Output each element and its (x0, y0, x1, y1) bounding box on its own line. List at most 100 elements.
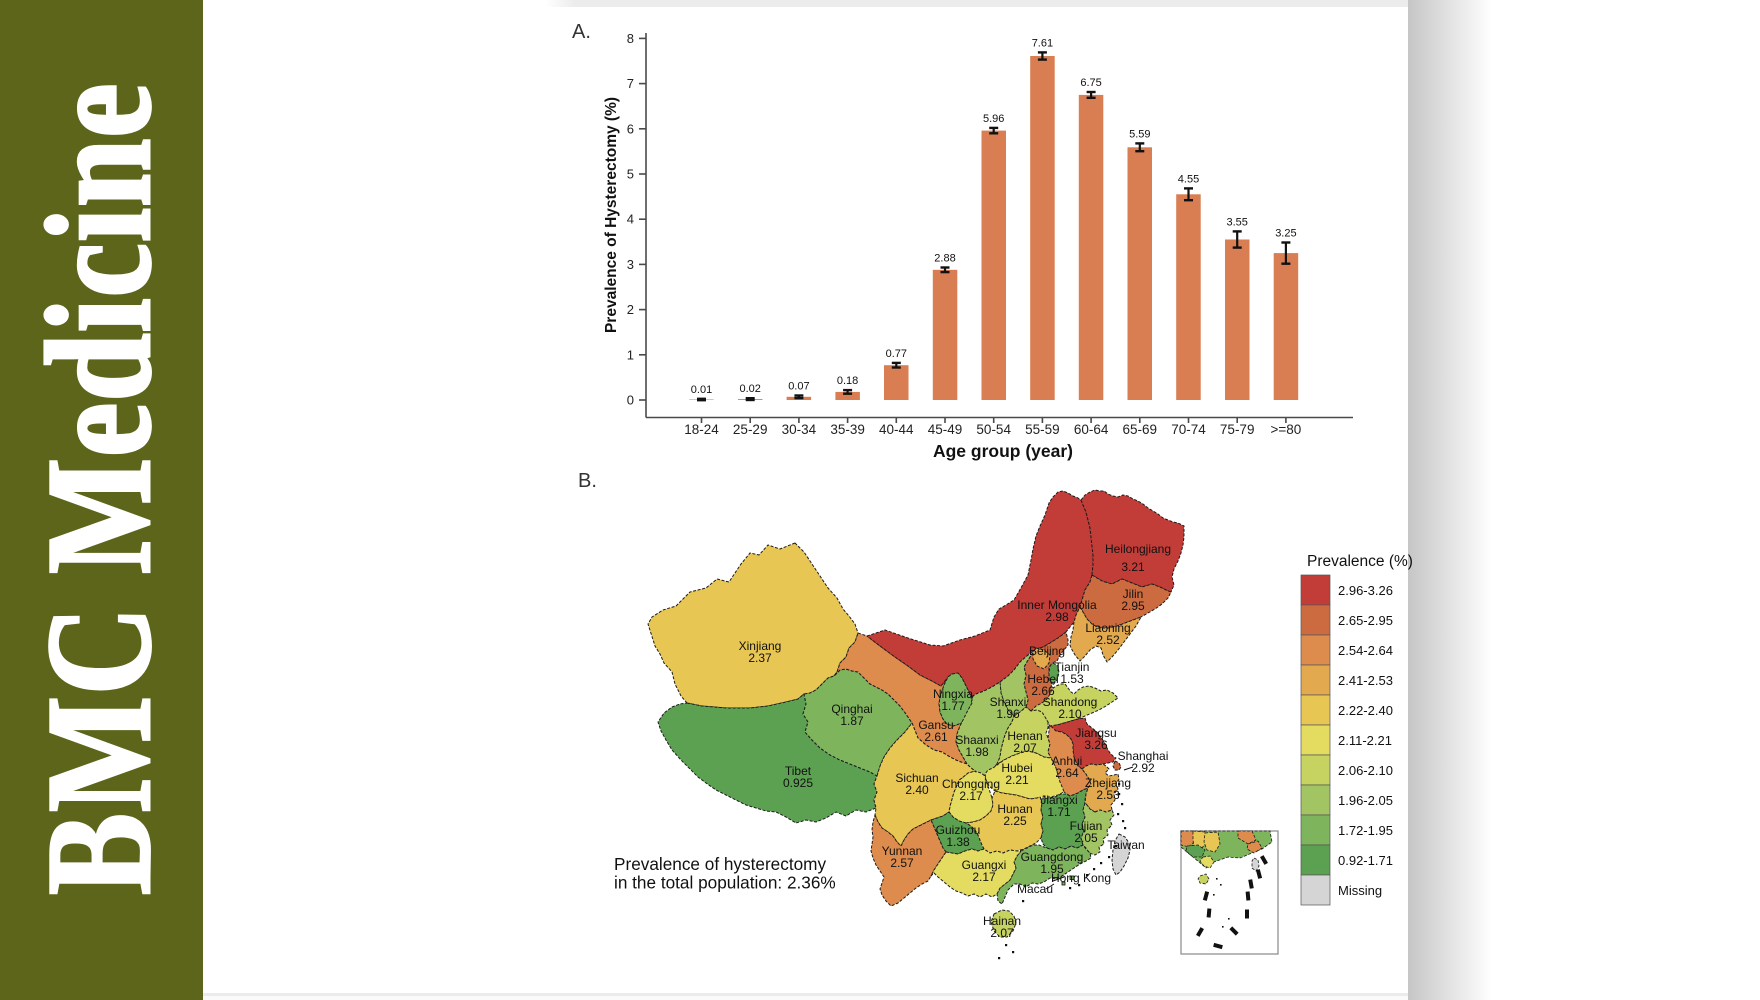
svg-text:6: 6 (627, 121, 634, 136)
svg-text:Shandong: Shandong (1043, 695, 1098, 709)
svg-text:2: 2 (627, 302, 634, 317)
svg-text:2.88: 2.88 (934, 253, 955, 265)
svg-text:1.95: 1.95 (1040, 862, 1064, 876)
svg-text:0.07: 0.07 (788, 381, 809, 393)
svg-text:0.77: 0.77 (886, 348, 907, 360)
svg-text:Fujian: Fujian (1070, 819, 1103, 833)
svg-text:2.95: 2.95 (1121, 599, 1145, 613)
svg-text:5.96: 5.96 (983, 113, 1004, 125)
svg-text:Anhui: Anhui (1052, 754, 1083, 768)
svg-text:3.55: 3.55 (1226, 216, 1247, 228)
svg-text:Jiangxi: Jiangxi (1040, 793, 1077, 807)
svg-text:2.96-3.26: 2.96-3.26 (1338, 583, 1393, 598)
svg-text:3: 3 (627, 257, 634, 272)
svg-text:B.: B. (578, 470, 597, 492)
svg-text:0.18: 0.18 (837, 375, 858, 387)
svg-text:>=80: >=80 (1271, 422, 1302, 437)
svg-text:Gansu: Gansu (918, 718, 953, 732)
svg-text:1.72-1.95: 1.72-1.95 (1338, 823, 1393, 838)
svg-text:2.17: 2.17 (972, 870, 996, 884)
svg-text:70-74: 70-74 (1171, 422, 1206, 437)
svg-text:40-44: 40-44 (879, 422, 914, 437)
svg-text:Beijing: Beijing (1029, 644, 1065, 658)
svg-text:2.07: 2.07 (1013, 741, 1037, 755)
svg-text:2.11-2.21: 2.11-2.21 (1338, 733, 1392, 748)
svg-text:Henan: Henan (1007, 729, 1042, 743)
svg-text:8: 8 (627, 31, 634, 46)
svg-text:Guizhou: Guizhou (936, 823, 981, 837)
svg-text:2.54-2.64: 2.54-2.64 (1338, 643, 1393, 658)
svg-text:Hebei: Hebei (1027, 672, 1058, 686)
svg-text:Hunan: Hunan (997, 802, 1032, 816)
svg-text:1.38: 1.38 (946, 835, 970, 849)
svg-text:2.66: 2.66 (1031, 684, 1055, 698)
svg-text:Hainan: Hainan (983, 914, 1021, 928)
svg-text:45-49: 45-49 (928, 422, 963, 437)
svg-text:Shanghai: Shanghai (1118, 749, 1169, 763)
svg-text:2.53: 2.53 (1096, 788, 1120, 802)
svg-text:Jilin: Jilin (1123, 587, 1144, 601)
svg-text:Zhejiang: Zhejiang (1085, 776, 1131, 790)
svg-text:7: 7 (627, 76, 634, 91)
svg-text:2.98: 2.98 (1045, 610, 1069, 624)
svg-text:Shanxi: Shanxi (990, 695, 1027, 709)
svg-text:Liaoning: Liaoning (1085, 621, 1130, 635)
svg-text:1.87: 1.87 (840, 714, 864, 728)
svg-text:Sichuan: Sichuan (895, 771, 938, 785)
svg-text:0: 0 (627, 393, 634, 408)
svg-text:Taiwan: Taiwan (1107, 838, 1144, 852)
svg-text:2.65-2.95: 2.65-2.95 (1338, 613, 1393, 628)
svg-text:35-39: 35-39 (830, 422, 865, 437)
svg-text:Guangxi: Guangxi (962, 858, 1007, 872)
svg-text:Hong Kong: Hong Kong (1051, 871, 1111, 885)
svg-text:Prevalence (%): Prevalence (%) (1307, 553, 1413, 570)
svg-text:2.64: 2.64 (1055, 766, 1079, 780)
svg-text:0.92-1.71: 0.92-1.71 (1338, 853, 1393, 868)
svg-text:18-24: 18-24 (684, 422, 719, 437)
svg-text:4.55: 4.55 (1178, 173, 1199, 185)
svg-text:2.37: 2.37 (748, 651, 772, 665)
svg-text:Chongqing: Chongqing (942, 777, 1000, 791)
svg-text:Hubei: Hubei (1001, 761, 1032, 775)
svg-text:Heilongjiang: Heilongjiang (1105, 542, 1171, 556)
svg-text:1.77: 1.77 (941, 699, 965, 713)
svg-text:2.92: 2.92 (1131, 761, 1155, 775)
svg-text:55-59: 55-59 (1025, 422, 1060, 437)
svg-text:25-29: 25-29 (733, 422, 768, 437)
svg-text:30-34: 30-34 (782, 422, 817, 437)
svg-text:2.21: 2.21 (1005, 773, 1029, 787)
svg-text:Shaanxi: Shaanxi (955, 733, 998, 747)
svg-text:1.71: 1.71 (1047, 805, 1071, 819)
svg-text:5.59: 5.59 (1129, 128, 1150, 140)
svg-text:1.96-2.05: 1.96-2.05 (1338, 793, 1393, 808)
svg-text:2.05: 2.05 (1074, 831, 1098, 845)
svg-text:0.02: 0.02 (739, 383, 760, 395)
svg-text:3.26: 3.26 (1084, 738, 1108, 752)
svg-text:Macau: Macau (1017, 882, 1053, 896)
svg-text:75-79: 75-79 (1220, 422, 1255, 437)
svg-text:5: 5 (627, 167, 634, 182)
svg-text:1.96: 1.96 (996, 707, 1020, 721)
svg-text:1.53: 1.53 (1060, 672, 1084, 686)
svg-text:Yunnan: Yunnan (882, 844, 923, 858)
svg-text:0.925: 0.925 (783, 776, 813, 790)
svg-text:Prevalence of Hysterectomy (%): Prevalence of Hysterectomy (%) (603, 97, 620, 333)
svg-text:2.40: 2.40 (905, 783, 929, 797)
svg-text:Tianjin: Tianjin (1055, 660, 1090, 674)
svg-text:3.25: 3.25 (1275, 228, 1296, 240)
svg-text:7.61: 7.61 (1032, 37, 1053, 49)
svg-text:Missing: Missing (1338, 883, 1382, 898)
svg-text:Xinjiang: Xinjiang (739, 639, 782, 653)
svg-text:2.17: 2.17 (959, 789, 983, 803)
svg-text:2.25: 2.25 (1003, 814, 1027, 828)
svg-text:6.75: 6.75 (1080, 77, 1101, 89)
svg-text:1: 1 (627, 347, 634, 362)
svg-text:3.21: 3.21 (1121, 560, 1145, 574)
svg-text:Ningxia: Ningxia (933, 687, 973, 701)
svg-text:4: 4 (627, 212, 634, 227)
svg-text:2.07: 2.07 (990, 926, 1014, 940)
svg-text:in the total population: 2.36%: in the total population: 2.36% (614, 872, 836, 892)
svg-text:2.57: 2.57 (890, 856, 914, 870)
svg-text:2.10: 2.10 (1058, 707, 1082, 721)
svg-text:Tibet: Tibet (785, 764, 812, 778)
